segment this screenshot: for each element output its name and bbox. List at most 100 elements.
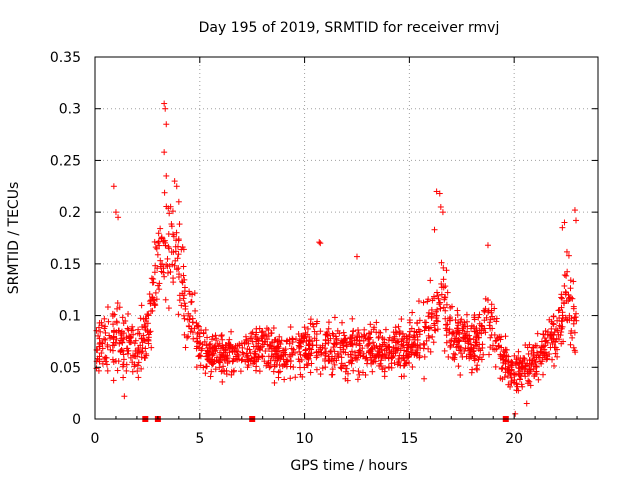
data-point [163,121,170,128]
data-point [123,367,130,374]
data-point [282,361,289,368]
data-point [223,367,230,374]
data-point [120,351,127,358]
data-point [138,335,145,342]
data-point [278,337,285,344]
data-point [193,364,200,371]
data-point [175,198,182,205]
data-point [440,304,447,311]
data-point [110,377,117,384]
data-point [561,282,568,289]
data-point [309,338,316,345]
data-point [168,249,175,256]
data-point [443,339,450,346]
data-point [301,334,308,341]
data-point [255,354,262,361]
data-point [570,320,577,327]
data-point [276,333,283,340]
data-point [559,309,566,316]
data-point [548,325,555,332]
data-point [249,338,256,345]
data-point [114,367,121,374]
data-point [154,251,161,258]
data-point [366,336,373,343]
axis-ticks [94,56,598,420]
data-point [518,381,525,388]
data-point [301,324,308,331]
data-point [239,356,246,363]
data-point [176,292,183,299]
data-point [317,240,324,247]
data-point [333,335,340,342]
data-point [421,353,428,360]
data-point [229,348,236,355]
data-point [364,342,371,349]
data-point [236,341,243,348]
data-point [131,353,138,360]
data-point [450,350,457,357]
data-point [348,354,355,361]
data-point [425,313,432,320]
data-point [180,312,187,319]
data-point [253,358,260,365]
data-point [452,316,459,323]
data-point [528,347,535,354]
data-point [427,277,434,284]
data-point [114,300,121,307]
data-point [570,303,577,310]
data-point [181,315,188,322]
data-point [485,309,492,316]
data-point [281,349,288,356]
data-point [170,233,177,240]
data-point [195,323,202,330]
data-point [392,345,399,352]
data-point [470,336,477,343]
data-point [567,277,574,284]
data-point [204,356,211,363]
data-point [435,295,442,302]
data-point [544,329,551,336]
data-point [317,371,324,378]
data-point [471,352,478,359]
data-point [399,336,406,343]
data-point [245,356,252,363]
data-point [239,344,246,351]
data-point [163,172,170,179]
data-point [124,350,131,357]
data-point [116,340,123,347]
data-point [448,337,455,344]
data-point [297,371,304,378]
data-point [226,358,233,365]
data-point [560,338,567,345]
data-point [557,332,564,339]
data-point [446,326,453,333]
data-point [406,317,413,324]
data-point [181,300,188,307]
data-point [142,326,149,333]
data-point [317,328,324,335]
data-point [247,335,254,342]
data-point [502,369,509,376]
data-point [181,331,188,338]
data-point [524,370,531,377]
data-point [114,305,121,312]
data-point [98,350,105,357]
data-point [468,325,475,332]
data-point [540,371,547,378]
data-point [275,345,282,352]
data-point [455,329,462,336]
data-point [491,315,498,322]
data-point [457,371,464,378]
data-point [402,352,409,359]
data-point [244,352,251,359]
data-point [228,328,235,335]
data-point [124,325,131,332]
grid-lines [95,57,598,419]
data-point [212,366,219,373]
data-point [338,360,345,367]
data-point [371,354,378,361]
data-point [110,321,117,328]
data-point [535,376,542,383]
data-point [409,363,416,370]
data-point [325,319,332,326]
